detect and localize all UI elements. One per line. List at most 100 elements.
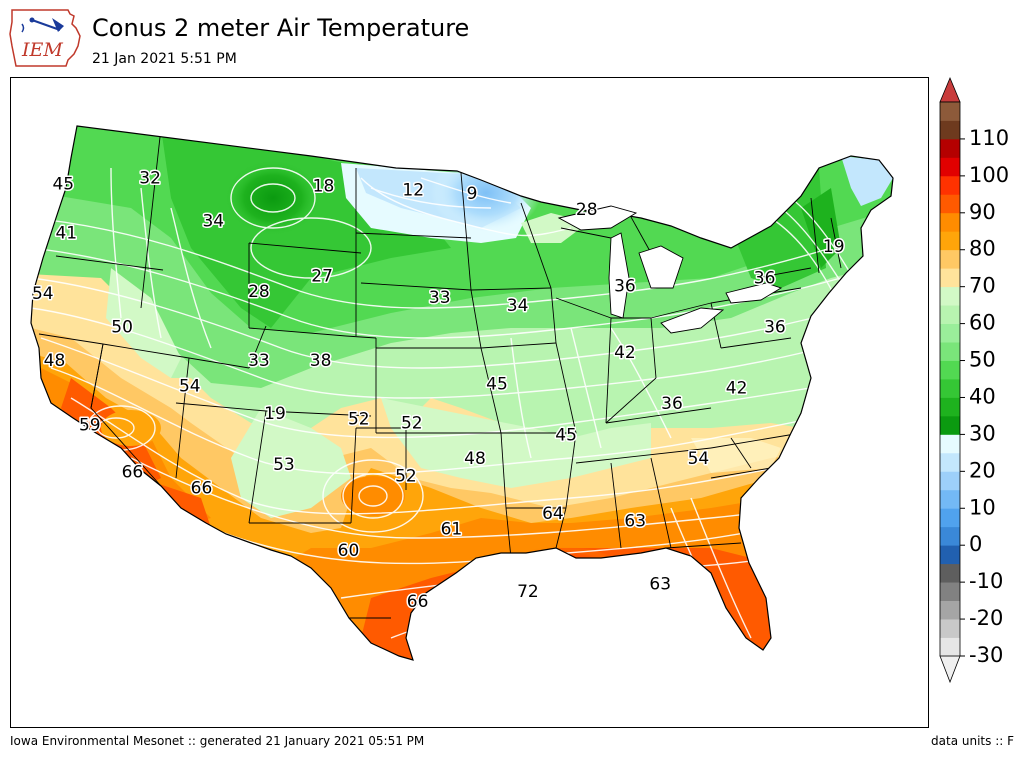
temperature-value-label: 52 — [395, 467, 417, 487]
logo-text: IEM — [21, 39, 63, 61]
colorbar-bin — [940, 286, 960, 306]
colorbar-bin — [940, 175, 960, 195]
colorbar-bin — [940, 415, 960, 435]
colorbar-tick-label: 50 — [969, 348, 996, 372]
colorbar-bin — [940, 323, 960, 343]
colorbar-tick-label: 100 — [969, 163, 1009, 187]
map-timestamp: 21 Jan 2021 5:51 PM — [92, 51, 237, 67]
temperature-value-label: 38 — [310, 351, 332, 371]
temperature-value-label: 72 — [517, 582, 539, 602]
temperature-value-label: 66 — [407, 592, 429, 612]
temperature-value-label: 50 — [111, 318, 133, 338]
temperature-value-label: 34 — [507, 296, 529, 316]
colorbar-bin — [940, 212, 960, 232]
great-lakes — [557, 205, 783, 334]
map-title: Conus 2 meter Air Temperature — [92, 14, 470, 42]
temperature-value-label: 66 — [191, 478, 213, 498]
temperature-value-label: 36 — [614, 276, 636, 296]
temperature-value-label: 19 — [823, 237, 845, 257]
temperature-value-label: 28 — [248, 282, 270, 302]
temperature-value-label: 28 — [576, 200, 598, 220]
colorbar-tick-label: 30 — [969, 421, 996, 445]
temperature-value-label: 45 — [486, 374, 508, 394]
colorbar-bin — [940, 637, 960, 657]
map-panel: 45 32 18 12 9 28 19 41 34 36 54 27 28 33 34 36 36 50 48 33 3… — [10, 77, 929, 728]
temperature-value-label: 63 — [649, 574, 671, 594]
colorbar-tick-label: 70 — [969, 274, 996, 298]
colorbar-bin — [940, 379, 960, 398]
colorbar-bin — [940, 434, 960, 454]
colorbar-under-arrow — [939, 655, 961, 684]
temperature-value-label: 66 — [122, 463, 144, 483]
colorbar-bin — [940, 397, 960, 417]
temperature-value-label: 33 — [248, 351, 270, 371]
footer-units: data units :: F — [931, 734, 1014, 748]
colorbar-bin — [940, 452, 960, 472]
temperature-value-label: 18 — [313, 176, 335, 196]
isotherm-contours — [31, 167, 892, 639]
colorbar-tick-label: 110 — [969, 126, 1009, 150]
temperature-value-label: 36 — [764, 318, 786, 338]
colorbar-bin — [940, 619, 960, 638]
colorbar-bin — [940, 526, 960, 546]
temperature-labels: 45 32 18 12 9 28 19 41 34 36 54 27 28 33 34 36 36 50 48 33 3… — [30, 167, 846, 614]
colorbar-bin — [940, 305, 960, 324]
colorbar-tick-label: 90 — [969, 200, 996, 224]
temperature-value-label: 12 — [402, 180, 424, 200]
temperature-value-label: 54 — [179, 376, 201, 396]
temperature-value-label: 34 — [202, 212, 224, 232]
temperature-value-label: 45 — [555, 425, 577, 445]
colorbar-tick-label: -30 — [969, 643, 1003, 667]
temperature-value-label: 54 — [688, 449, 710, 469]
colorbar-bin — [940, 120, 960, 140]
temperature-value-label: 48 — [44, 351, 66, 371]
footer-credit: Iowa Environmental Mesonet :: generated … — [10, 734, 425, 748]
temperature-value-label: 48 — [464, 449, 486, 469]
colorbar-bin — [940, 249, 960, 269]
colorbar-bin — [940, 545, 960, 565]
colorbar-bin — [940, 138, 960, 158]
colorbar-bin — [940, 194, 960, 214]
colorbar-tick-label: 10 — [969, 495, 996, 519]
temperature-value-label: 36 — [754, 269, 776, 289]
temperature-value-label: 41 — [55, 223, 77, 243]
temperature-value-label: 59 — [79, 416, 101, 436]
temperature-value-label: 36 — [661, 394, 683, 414]
colorbar-bin — [940, 489, 960, 509]
colorbar-tick-label: 60 — [969, 311, 996, 335]
temperature-value-label: 63 — [624, 512, 646, 532]
colorbar-bin — [940, 157, 960, 177]
temperature-value-label: 45 — [52, 174, 74, 194]
temperature-value-label: 27 — [311, 267, 333, 287]
colorbar-bin — [940, 600, 960, 620]
colorbar-bin — [940, 471, 960, 491]
temperature-value-label: 42 — [726, 378, 748, 398]
colorbar-bin — [940, 102, 960, 121]
state-boundaries — [38, 127, 842, 619]
colorbar-tick-label: 20 — [969, 458, 996, 482]
temperature-value-label: 9 — [467, 184, 478, 204]
temperature-value-label: 52 — [401, 414, 423, 434]
temperature-value-label: 32 — [139, 169, 161, 189]
colorbar-tick-label: 40 — [969, 384, 996, 408]
temperature-value-label: 60 — [338, 541, 360, 561]
colorbar-tick-label: -20 — [969, 606, 1003, 630]
temperature-value-label: 64 — [542, 504, 564, 524]
iem-logo: IEM — [9, 9, 81, 67]
colorbar-bin — [940, 231, 960, 251]
temperature-value-label: 54 — [32, 284, 54, 304]
colorbar-bin — [940, 563, 960, 583]
colorbar-bin — [940, 508, 960, 528]
colorbar-bin — [940, 268, 960, 288]
colorbar-over-arrow — [939, 76, 961, 103]
temperature-value-label: 61 — [441, 520, 463, 540]
temperature-value-label: 53 — [273, 455, 295, 475]
conus-map: 45 32 18 12 9 28 19 41 34 36 54 27 28 33 34 36 36 50 48 33 3… — [30, 125, 894, 661]
colorbar-bin — [940, 582, 960, 601]
temperature-colorbar: -30 -20 -10 0 10 20 30 40 50 60 70 80 90 100 110 — [939, 76, 1009, 684]
temperature-value-label: 42 — [614, 343, 636, 363]
colorbar-outline — [939, 101, 961, 657]
temperature-value-label: 33 — [429, 288, 451, 308]
temperature-value-label: 52 — [348, 410, 370, 430]
colorbar-bin — [940, 360, 960, 380]
